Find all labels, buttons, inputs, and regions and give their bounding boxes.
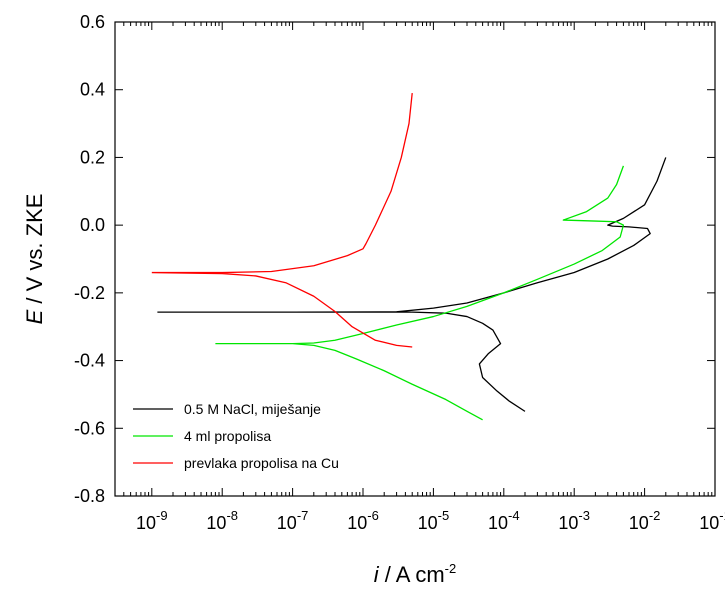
- y-tick-label: 0.2: [80, 147, 105, 167]
- legend: 0.5 M NaCl, miješanje 4 ml propolisa prevl…: [133, 401, 339, 471]
- y-tick-label: -0.2: [74, 283, 105, 303]
- y-axis: -0.8 -0.6 -0.4 -0.2 0.0 0.2 0.4 0.6: [74, 12, 715, 506]
- y-axis-title: E / V vs. ZKE: [22, 194, 47, 325]
- x-tick-label: 10-2: [629, 508, 661, 533]
- y-tick-label: -0.6: [74, 418, 105, 438]
- x-tick-label: 10-3: [558, 508, 590, 533]
- series-line: [215, 165, 625, 421]
- x-tick-label: 10-1: [699, 508, 725, 533]
- x-tick-label: 10-7: [277, 508, 309, 533]
- series-line: [157, 157, 667, 412]
- series-layer: [151, 93, 667, 421]
- x-tick-label: 10-5: [418, 508, 450, 533]
- plot-frame: [114, 21, 716, 497]
- y-tick-label: 0.6: [80, 12, 105, 32]
- y-tick-label: 0.4: [80, 80, 105, 100]
- x-tick-label: 10-8: [206, 508, 238, 533]
- x-tick-label: 10-4: [488, 508, 520, 533]
- legend-label: prevlaka propolisa na Cu: [184, 455, 339, 471]
- series-line: [151, 93, 413, 348]
- legend-label: 4 ml propolisa: [184, 428, 271, 444]
- x-tick-label: 10-9: [136, 508, 168, 533]
- y-tick-label: 0.0: [80, 215, 105, 235]
- x-tick-label: 10-6: [347, 508, 379, 533]
- y-tick-label: -0.4: [74, 351, 105, 371]
- x-axis-title: i / A cm-2: [374, 561, 456, 587]
- y-tick-label: -0.8: [74, 486, 105, 506]
- x-axis: 10-9 10-8 10-7 10-6 10-5 10-4 10-3 10-2 10-1: [114, 22, 725, 533]
- legend-label: 0.5 M NaCl, miješanje: [184, 401, 321, 417]
